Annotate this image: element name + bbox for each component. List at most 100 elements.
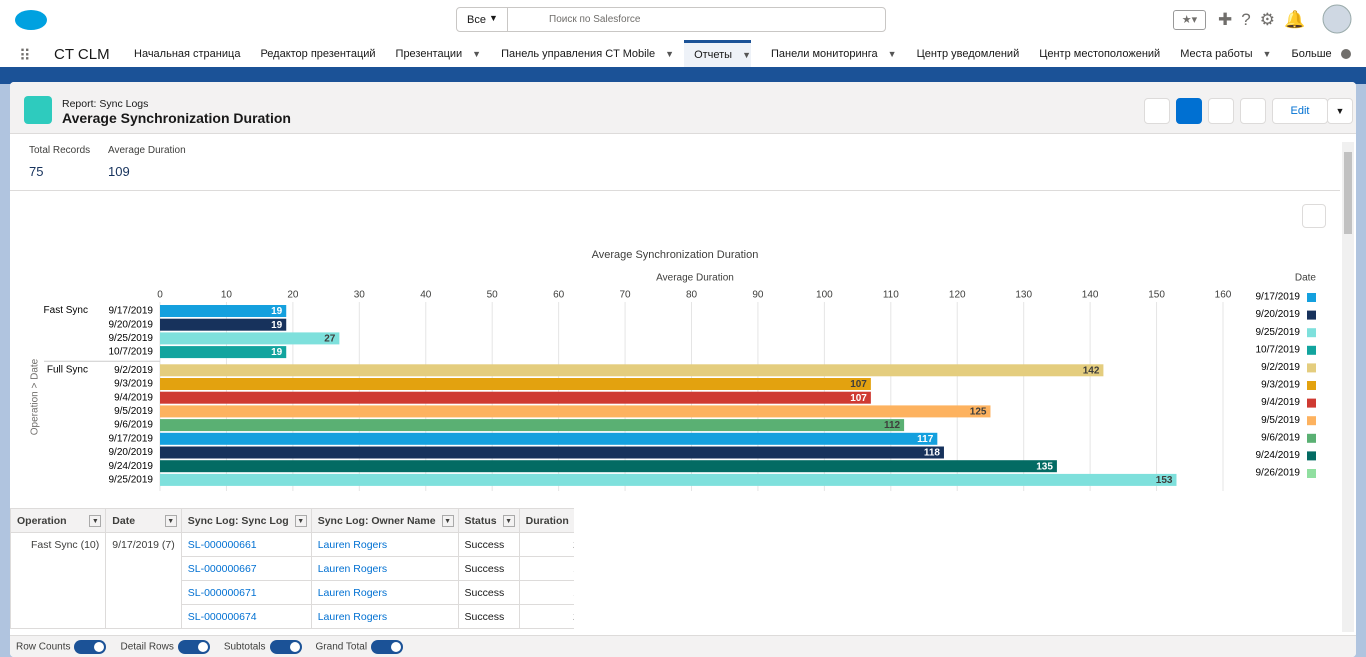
sync-log-link[interactable]: SL-000000674 xyxy=(181,605,311,629)
sync-log-link[interactable]: SL-000000667 xyxy=(181,557,311,581)
column-menu[interactable]: ▼ xyxy=(503,515,515,527)
nav-item[interactable]: Места работы▼ xyxy=(1180,40,1271,67)
duration: 22 xyxy=(519,605,574,629)
summary: Total Records75Average Duration109 xyxy=(10,135,1340,191)
legend-swatch xyxy=(1307,451,1316,460)
toggle[interactable] xyxy=(270,640,302,654)
column-header[interactable]: Operation▼ xyxy=(11,509,106,533)
group-operation: Fast Sync (10) xyxy=(11,533,106,629)
column-header[interactable]: Date▼ xyxy=(106,509,181,533)
legend-label: 9/5/2019 xyxy=(1261,415,1300,426)
scroll-thumb[interactable] xyxy=(1344,152,1352,234)
summary-value: 109 xyxy=(108,164,130,179)
bar xyxy=(160,392,871,404)
toggle[interactable] xyxy=(371,640,403,654)
value-label: 153 xyxy=(1156,475,1173,486)
search-scope[interactable]: Все xyxy=(467,14,486,26)
edit-button[interactable]: Edit xyxy=(1272,98,1328,124)
x-tick-label: 120 xyxy=(949,290,966,301)
plot: Average Synchronization DurationAverage … xyxy=(30,249,1317,491)
dropdown-icon: ▼ xyxy=(489,13,498,23)
owner-link[interactable]: Lauren Rogers xyxy=(311,533,458,557)
search-box[interactable]: Все ▼ Поиск по Salesforce xyxy=(456,7,886,32)
edit-menu[interactable]: ▼ xyxy=(1327,98,1353,124)
nav-item[interactable]: Центр местоположений xyxy=(1039,40,1160,67)
y-axis-label: Operation > Date xyxy=(30,358,41,435)
status: Success xyxy=(458,557,519,581)
nav-bar: ⠿ CT CLM Начальная страница Редактор през… xyxy=(0,40,1366,70)
legend-label: 9/26/2019 xyxy=(1256,468,1301,479)
scrollbar[interactable] xyxy=(1342,142,1354,632)
column-menu[interactable]: ▼ xyxy=(442,515,454,527)
search-placeholder[interactable]: Поиск по Salesforce xyxy=(549,14,641,25)
nav-item[interactable]: Центр уведомлений xyxy=(917,40,1020,67)
avatar[interactable] xyxy=(1322,4,1352,34)
toggle-label: Row Counts xyxy=(16,642,70,653)
nav-item[interactable]: Презентации▼ xyxy=(396,40,482,67)
value-label: 125 xyxy=(970,407,987,418)
value-label: 107 xyxy=(850,379,867,390)
category-label: 9/6/2019 xyxy=(114,420,153,431)
group-label: Full Sync xyxy=(47,364,88,375)
favorites[interactable]: ★▾ xyxy=(1173,10,1206,30)
category-label: 9/5/2019 xyxy=(114,406,153,417)
owner-link[interactable]: Lauren Rogers xyxy=(311,581,458,605)
bar xyxy=(160,474,1176,486)
legend-swatch xyxy=(1307,399,1316,408)
chart: Average Synchronization DurationAverage … xyxy=(10,190,1340,491)
filter-button[interactable] xyxy=(1208,98,1234,124)
header-icons[interactable]: ✚?⚙🔔 xyxy=(1218,10,1314,30)
toggle[interactable] xyxy=(178,640,210,654)
bar xyxy=(160,319,286,331)
value-label: 19 xyxy=(271,306,283,317)
x-tick-label: 70 xyxy=(620,290,632,301)
column-menu[interactable]: ▼ xyxy=(165,515,177,527)
bar xyxy=(160,447,944,459)
nav-item[interactable]: Панель управления CT Mobile▼ xyxy=(501,40,674,67)
column-header[interactable]: Status▼ xyxy=(458,509,519,533)
column-title: Sync Log: Owner Name xyxy=(318,515,436,527)
category-label: 9/2/2019 xyxy=(114,365,153,376)
column-menu[interactable]: ▼ xyxy=(89,515,101,527)
column-header[interactable]: Sync Log: Sync Log▼ xyxy=(181,509,311,533)
summary-label: Total Records xyxy=(29,145,90,156)
x-tick-label: 40 xyxy=(420,290,432,301)
owner-link[interactable]: Lauren Rogers xyxy=(311,605,458,629)
column-menu[interactable]: ▼ xyxy=(295,515,307,527)
x-axis-label: Average Duration xyxy=(656,273,734,284)
footer: Row CountsDetail RowsSubtotalsGrand Tota… xyxy=(10,635,1356,657)
legend-label: 9/17/2019 xyxy=(1256,292,1301,303)
chart-button[interactable] xyxy=(1176,98,1202,124)
sync-log-link[interactable]: SL-000000671 xyxy=(181,581,311,605)
legend-label: 9/25/2019 xyxy=(1256,327,1301,338)
search-button[interactable] xyxy=(1144,98,1170,124)
bar xyxy=(160,405,990,417)
app-name: CT CLM xyxy=(54,46,110,63)
nav-item[interactable]: Редактор презентаций xyxy=(260,40,375,67)
group-date: 9/17/2019 (7) xyxy=(106,533,181,629)
bar xyxy=(160,364,1103,376)
legend-label: 9/20/2019 xyxy=(1256,309,1301,320)
sync-log-link[interactable]: SL-000000661 xyxy=(181,533,311,557)
category-label: 9/4/2019 xyxy=(114,392,153,403)
value-label: 135 xyxy=(1036,461,1053,472)
nav-item[interactable]: Панели мониторинга▼ xyxy=(771,40,897,67)
value-label: 27 xyxy=(324,334,336,345)
x-tick-label: 60 xyxy=(553,290,565,301)
x-tick-label: 110 xyxy=(883,290,899,301)
header-row: Operation▼Date▼Sync Log: Sync Log▼Sync L… xyxy=(11,509,575,533)
column-header[interactable]: Sync Log: Owner Name ▼ xyxy=(311,509,458,533)
report-title: Average Synchronization Duration xyxy=(62,110,291,126)
value-label: 142 xyxy=(1083,365,1100,376)
owner-link[interactable]: Lauren Rogers xyxy=(311,557,458,581)
nav-item[interactable]: Начальная страница xyxy=(134,40,240,67)
toggle[interactable] xyxy=(74,640,106,654)
column-header[interactable]: Duration▼ xyxy=(519,509,574,533)
nav-item[interactable]: Отчеты▼ xyxy=(684,40,751,67)
x-tick-label: 160 xyxy=(1215,290,1232,301)
category-label: 9/25/2019 xyxy=(109,333,154,344)
app-launcher[interactable]: ⠿ xyxy=(19,46,31,66)
table-wrap: Operation▼Date▼Sync Log: Sync Log▼Sync L… xyxy=(10,508,574,635)
info-icon[interactable] xyxy=(1341,49,1351,59)
refresh-button[interactable] xyxy=(1240,98,1266,124)
